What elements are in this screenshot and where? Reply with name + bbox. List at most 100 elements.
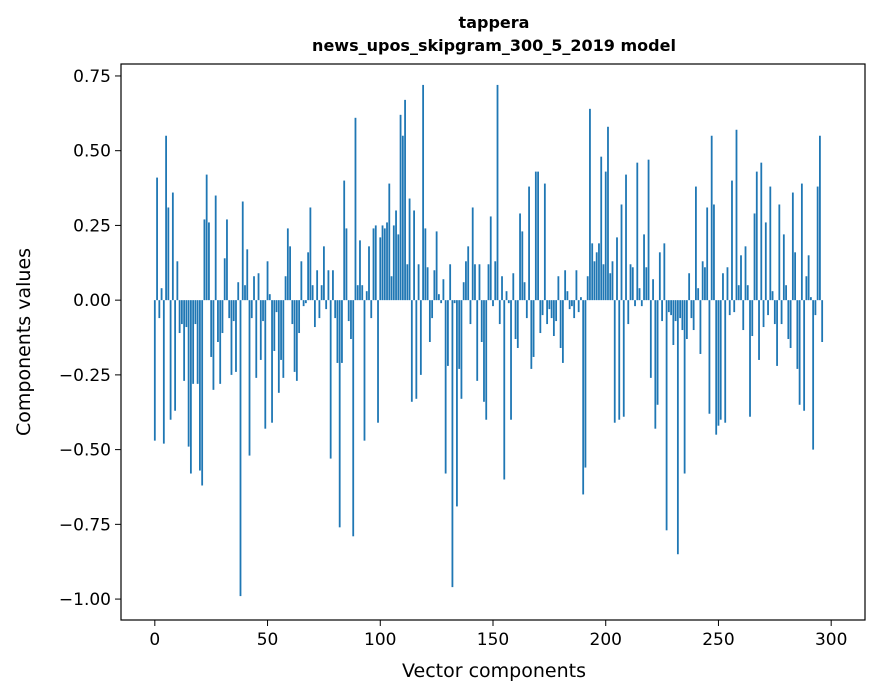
bar xyxy=(731,180,733,301)
bar xyxy=(253,276,255,301)
bar xyxy=(311,285,314,301)
bar xyxy=(226,219,228,301)
bar xyxy=(212,300,215,390)
bar xyxy=(598,243,600,301)
bar xyxy=(679,300,682,319)
bar xyxy=(474,264,476,301)
bar xyxy=(717,300,720,426)
bar xyxy=(383,228,386,301)
bar xyxy=(773,300,776,325)
bar xyxy=(428,300,431,342)
x-axis-label: Vector components xyxy=(402,660,586,682)
bar xyxy=(196,300,199,384)
bar xyxy=(437,294,440,301)
bar xyxy=(467,246,470,301)
bar xyxy=(316,270,319,301)
bar xyxy=(566,291,569,301)
bar xyxy=(771,291,774,301)
bar xyxy=(521,231,524,301)
bar xyxy=(552,300,555,337)
bar xyxy=(433,270,436,301)
bar xyxy=(753,213,756,301)
bar xyxy=(724,300,727,423)
bar xyxy=(692,300,695,331)
bar xyxy=(507,300,510,304)
bar xyxy=(257,273,260,301)
bar xyxy=(469,300,472,325)
bar xyxy=(627,300,630,325)
bar xyxy=(291,300,294,325)
bar xyxy=(733,300,736,313)
bar xyxy=(176,261,179,301)
bar xyxy=(462,282,465,301)
bar xyxy=(665,300,668,531)
bar xyxy=(676,300,679,555)
chart-subtitle: news_upos_skipgram_300_5_2019 model xyxy=(312,36,676,55)
bar xyxy=(755,171,758,301)
bar xyxy=(440,300,443,304)
bar xyxy=(262,300,264,322)
bar xyxy=(343,180,346,301)
bar xyxy=(715,300,718,435)
bar xyxy=(381,225,384,301)
bar xyxy=(706,207,709,301)
bar xyxy=(672,300,675,345)
bar xyxy=(295,300,298,381)
bar xyxy=(751,300,754,337)
bar xyxy=(505,291,508,301)
bar xyxy=(726,267,729,301)
x-tick-label: 100 xyxy=(364,630,396,650)
bar xyxy=(809,297,812,301)
bar xyxy=(345,228,348,301)
bar xyxy=(460,300,463,399)
bar xyxy=(246,249,249,301)
bar xyxy=(704,267,706,301)
bar xyxy=(735,129,738,301)
bar xyxy=(309,207,312,301)
plot-frame xyxy=(120,63,866,621)
bar xyxy=(354,117,357,301)
bar xyxy=(476,300,479,381)
bar xyxy=(241,201,244,301)
x-tick-label: 150 xyxy=(477,630,509,650)
bar xyxy=(390,276,393,301)
bar xyxy=(370,300,373,319)
bar xyxy=(201,300,204,486)
bar xyxy=(546,300,549,325)
bar xyxy=(523,282,526,301)
bar xyxy=(156,177,158,301)
bar xyxy=(525,300,528,319)
bar xyxy=(334,300,337,319)
y-axis-label: Components values xyxy=(13,248,35,436)
x-tick-label: 0 xyxy=(149,630,160,650)
bar xyxy=(341,300,343,363)
bar xyxy=(286,228,289,301)
bar xyxy=(205,174,208,301)
bar xyxy=(422,84,425,301)
bar xyxy=(778,204,781,301)
bar xyxy=(541,300,544,316)
bar xyxy=(489,216,492,301)
bar xyxy=(602,264,605,301)
bar xyxy=(171,192,174,301)
bar xyxy=(674,300,677,322)
bar xyxy=(320,285,323,301)
bar xyxy=(264,300,267,429)
bar xyxy=(325,300,328,310)
bar xyxy=(537,171,539,301)
bar xyxy=(435,231,438,301)
bar xyxy=(740,255,742,301)
bar xyxy=(458,300,461,369)
bar xyxy=(595,252,598,301)
bar xyxy=(654,300,657,429)
bar xyxy=(192,300,195,384)
bar xyxy=(347,300,350,322)
bar xyxy=(568,300,571,310)
bar xyxy=(413,210,415,301)
bar xyxy=(561,300,564,363)
bar xyxy=(232,300,235,322)
chart-title: tappera xyxy=(459,13,530,32)
bar xyxy=(762,300,765,328)
bar xyxy=(658,252,661,301)
y-tick-label: −0.25 xyxy=(59,366,111,386)
